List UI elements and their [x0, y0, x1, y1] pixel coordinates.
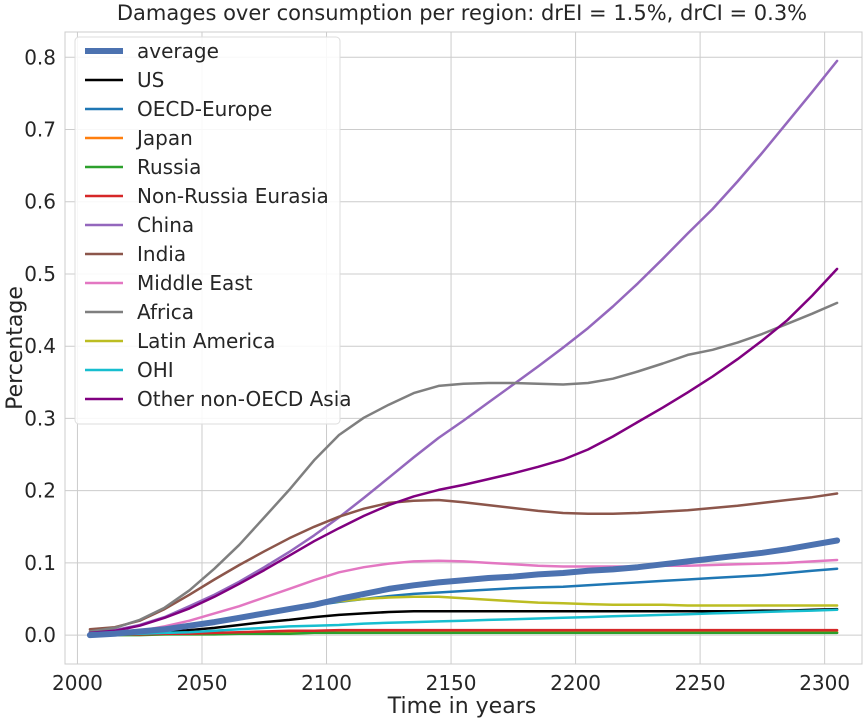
series-line	[86, 537, 841, 639]
plot-frame	[64, 31, 863, 665]
x-tick-labels: 2000 2050 2100 2150 2200 2250 2300	[52, 671, 850, 695]
y-tick-label: 0.0	[24, 623, 56, 647]
x-tick-label: 2200	[550, 671, 601, 695]
x-tick-label: 2150	[426, 671, 477, 695]
y-tick-label: 0.2	[24, 479, 56, 503]
legend-label: Non-Russia Eurasia	[137, 184, 329, 208]
series-line	[88, 631, 839, 637]
y-axis-label: Percentage	[3, 286, 28, 410]
series-line	[88, 628, 839, 637]
x-tick-label: 2000	[52, 671, 103, 695]
legend-label: Other non-OECD Asia	[137, 387, 352, 411]
legend-label: Latin America	[137, 329, 275, 353]
legend-label: Japan	[135, 126, 193, 150]
legend-label: OECD-Europe	[137, 97, 272, 121]
legend-box	[74, 36, 341, 425]
x-axis-label: Time in years	[387, 694, 536, 719]
legend-label: Russia	[137, 155, 201, 179]
y-tick-label: 0.6	[24, 190, 56, 214]
series-line	[88, 558, 839, 637]
series-line	[88, 607, 839, 637]
x-tick-label: 2050	[177, 671, 228, 695]
legend-label: Africa	[137, 300, 194, 324]
series-line	[88, 301, 839, 633]
legend-label: Middle East	[137, 271, 253, 295]
y-tick-label: 0.4	[24, 334, 56, 358]
chart-title: Damages over consumption per region: drE…	[117, 1, 807, 25]
legend-label: average	[137, 39, 219, 63]
x-tick-label: 2300	[799, 671, 850, 695]
x-tick-label: 2250	[675, 671, 726, 695]
x-tick-label: 2100	[301, 671, 352, 695]
legend-label: OHI	[137, 358, 174, 382]
series-lines	[86, 59, 841, 639]
legend: average US OECD-Europe Japan Russia Non-Russi…	[74, 36, 352, 425]
series-line	[88, 608, 839, 637]
legend-label: China	[137, 213, 194, 237]
y-tick-label: 0.7	[24, 118, 56, 142]
y-tick-label: 0.3	[24, 406, 56, 430]
y-tick-labels: 0.0 0.1 0.2 0.3 0.4 0.5 0.6 0.7 0.8	[24, 45, 56, 647]
y-tick-label: 0.8	[24, 45, 56, 69]
series-line	[88, 59, 839, 635]
series-line	[88, 492, 839, 631]
legend-label: India	[137, 242, 186, 266]
y-tick-label: 0.1	[24, 551, 56, 575]
legend-label: US	[137, 68, 164, 92]
series-line	[88, 267, 839, 635]
y-tick-label: 0.5	[24, 262, 56, 286]
